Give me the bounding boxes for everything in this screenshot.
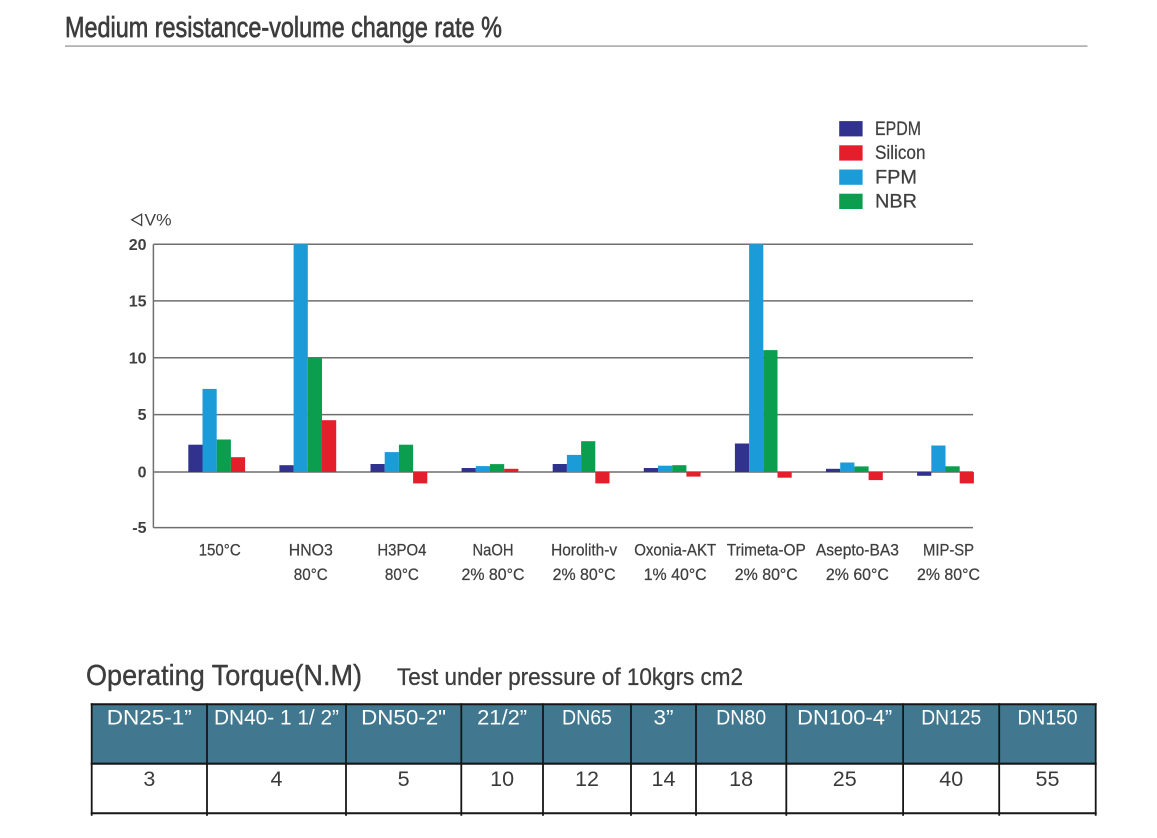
svg-text:3”: 3” [654,707,674,730]
svg-text:V%: V% [145,212,172,230]
svg-text:14: 14 [652,767,676,791]
svg-text:HNO3: HNO3 [289,541,333,559]
svg-text:4: 4 [271,767,283,791]
svg-text:1% 40°C: 1% 40°C [644,566,707,584]
svg-text:5: 5 [398,767,410,791]
svg-text:2% 60°C: 2% 60°C [826,566,889,584]
svg-text:DN50-2": DN50-2" [361,707,446,730]
svg-text:0: 0 [138,465,147,482]
svg-text:2% 80°C: 2% 80°C [735,566,798,584]
svg-text:80°C: 80°C [385,566,419,584]
svg-text:80°C: 80°C [294,566,328,584]
svg-text:40: 40 [939,767,963,791]
svg-text:Operating Torque(N.M): Operating Torque(N.M) [86,660,362,692]
svg-text:DN25-1”: DN25-1” [107,707,192,730]
svg-text:3: 3 [143,767,155,791]
svg-text:Silicon: Silicon [875,143,926,164]
svg-text:55: 55 [1036,767,1060,791]
svg-text:5: 5 [138,407,147,424]
svg-text:10: 10 [129,350,147,367]
svg-text:MIP-SP: MIP-SP [923,541,974,559]
svg-text:2% 80°C: 2% 80°C [462,566,525,584]
svg-text:Medium resistance-volume chang: Medium resistance-volume change rate % [65,12,502,44]
svg-text:2% 80°C: 2% 80°C [553,566,616,584]
svg-text:15: 15 [129,294,147,311]
svg-text:20: 20 [129,237,147,254]
svg-text:DN125: DN125 [921,707,981,730]
svg-text:2% 80°C: 2% 80°C [917,566,980,584]
svg-text:DN40- 1 1/ 2”: DN40- 1 1/ 2” [214,707,339,730]
svg-text:DN65: DN65 [562,707,612,730]
svg-text:DN100-4”: DN100-4” [797,707,892,730]
svg-text:Asepto-BA3: Asepto-BA3 [816,541,899,559]
svg-text:25: 25 [833,767,857,791]
svg-text:Oxonia-AKT: Oxonia-AKT [634,541,716,559]
svg-text:Test under pressure of 10kgrs: Test under pressure of 10kgrs cm2 [397,664,743,691]
svg-text:EPDM: EPDM [875,119,921,140]
svg-text:150°C: 150°C [199,541,241,559]
svg-text:10: 10 [490,767,514,791]
svg-text:12: 12 [575,767,599,791]
svg-text:FPM: FPM [875,167,917,188]
svg-text:18: 18 [729,767,753,791]
svg-text:DN150: DN150 [1018,707,1078,730]
svg-text:Horolith-v: Horolith-v [551,541,618,559]
svg-text:NaOH: NaOH [473,541,514,559]
svg-text:DN80: DN80 [716,707,766,730]
svg-text:21/2”: 21/2” [477,707,527,730]
svg-text:Trimeta-OP: Trimeta-OP [727,541,806,559]
svg-text:H3PO4: H3PO4 [377,541,426,559]
svg-text:NBR: NBR [875,192,917,213]
svg-text:-5: -5 [132,520,146,537]
